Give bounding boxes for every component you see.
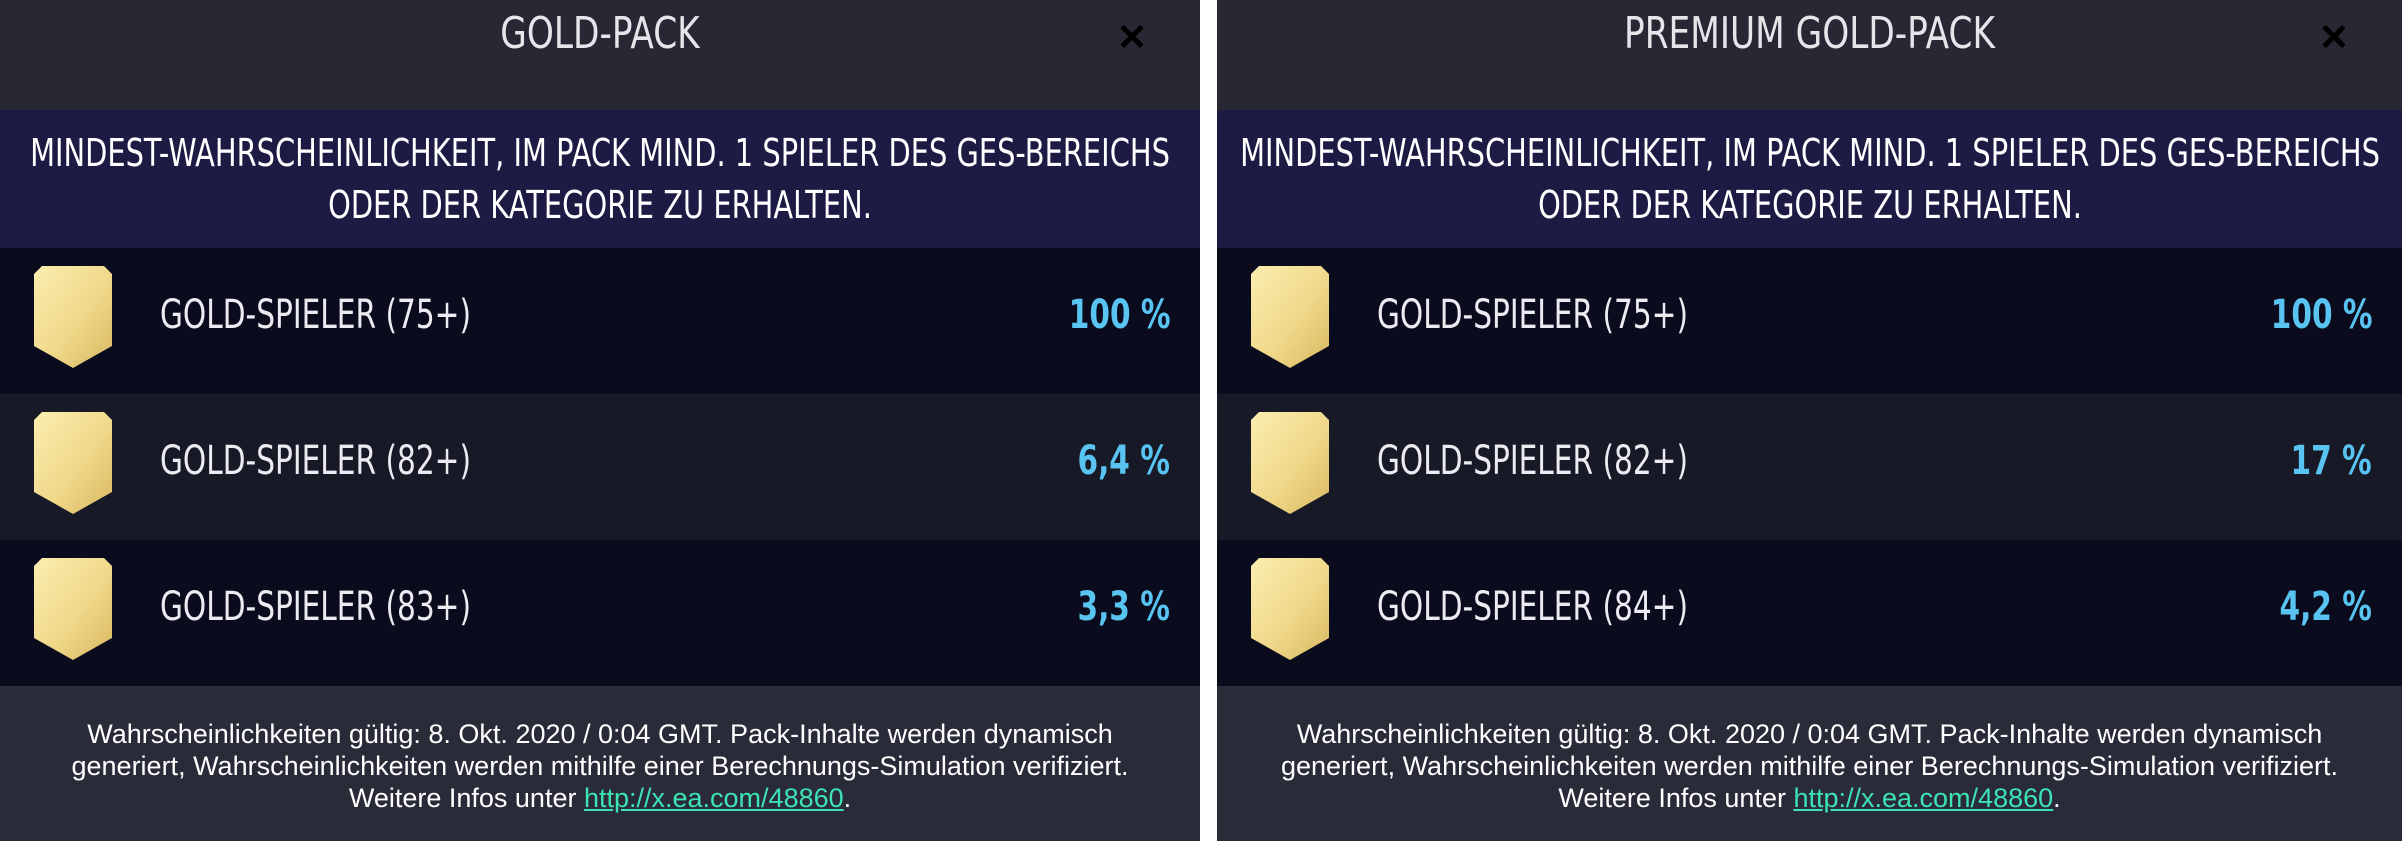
row-label: GOLD-SPIELER (82+) — [1377, 438, 1689, 484]
disclaimer-line: Wahrscheinlichkeiten gültig: 8. Okt. 202… — [87, 719, 1113, 749]
more-info-label: Weitere Infos unter — [1558, 783, 1794, 813]
gold-shield-icon — [1251, 558, 1329, 660]
disclaimer-line: generiert, Wahrscheinlichkeiten werden m… — [71, 751, 1129, 781]
row-label: GOLD-SPIELER (84+) — [1377, 584, 1689, 630]
panel-title: PREMIUM GOLD-PACK — [1624, 8, 1995, 59]
pack-odds-panel-premium-gold: PREMIUM GOLD-PACK MINDEST-WAHRSCHEINLICH… — [1217, 0, 2402, 841]
row-probability: 100 % — [1068, 292, 1170, 338]
gold-shield-icon — [1251, 266, 1329, 368]
disclaimer-text: Wahrscheinlichkeiten gültig: 8. Okt. 202… — [0, 718, 1200, 814]
banner-text: MINDEST-WAHRSCHEINLICHKEIT, IM PACK MIND… — [30, 131, 1170, 227]
odds-row: GOLD-SPIELER (75+) 100 % — [1217, 248, 2402, 394]
gold-shield-icon — [34, 558, 112, 660]
disclaimer-text: Wahrscheinlichkeiten gültig: 8. Okt. 202… — [1217, 718, 2402, 814]
close-icon[interactable] — [1111, 14, 1155, 58]
odds-banner: MINDEST-WAHRSCHEINLICHKEIT, IM PACK MIND… — [1217, 110, 2402, 248]
more-info-period: . — [2053, 783, 2061, 813]
row-label: GOLD-SPIELER (75+) — [160, 292, 472, 338]
disclaimer-line: generiert, Wahrscheinlichkeiten werden m… — [1281, 751, 2338, 781]
row-probability: 3,3 % — [1077, 584, 1170, 630]
more-info-link[interactable]: http://x.ea.com/48860 — [1793, 783, 2054, 813]
gold-shield-icon — [1251, 412, 1329, 514]
disclaimer-line: Wahrscheinlichkeiten gültig: 8. Okt. 202… — [1296, 719, 2323, 749]
row-label: GOLD-SPIELER (83+) — [160, 584, 472, 630]
odds-row: GOLD-SPIELER (84+) 4,2 % — [1217, 540, 2402, 686]
row-label: GOLD-SPIELER (75+) — [1377, 292, 1689, 338]
panel-header: GOLD-PACK — [0, 0, 1200, 110]
close-icon[interactable] — [2313, 14, 2357, 58]
more-info-link[interactable]: http://x.ea.com/48860 — [583, 783, 844, 813]
gold-shield-icon — [34, 266, 112, 368]
more-info-period: . — [843, 783, 852, 813]
odds-row: GOLD-SPIELER (82+) 6,4 % — [0, 394, 1200, 540]
banner-text: MINDEST-WAHRSCHEINLICHKEIT, IM PACK MIND… — [1239, 131, 2380, 227]
odds-banner: MINDEST-WAHRSCHEINLICHKEIT, IM PACK MIND… — [0, 110, 1200, 248]
disclaimer-footer: Wahrscheinlichkeiten gültig: 8. Okt. 202… — [1217, 686, 2402, 841]
disclaimer-footer: Wahrscheinlichkeiten gültig: 8. Okt. 202… — [0, 686, 1200, 841]
odds-row: GOLD-SPIELER (83+) 3,3 % — [0, 540, 1200, 686]
row-probability: 4,2 % — [2279, 584, 2372, 630]
row-probability: 17 % — [2290, 438, 2372, 484]
panel-header: PREMIUM GOLD-PACK — [1217, 0, 2402, 110]
row-label: GOLD-SPIELER (82+) — [160, 438, 472, 484]
panel-title: GOLD-PACK — [500, 8, 700, 59]
odds-row: GOLD-SPIELER (75+) 100 % — [0, 248, 1200, 394]
row-probability: 100 % — [2270, 292, 2372, 338]
odds-row: GOLD-SPIELER (82+) 17 % — [1217, 394, 2402, 540]
disclaimer-line: Weitere Infos unter http://x.ea.com/4886… — [0, 782, 1200, 814]
gold-shield-icon — [34, 412, 112, 514]
pack-odds-panel-gold: GOLD-PACK MINDEST-WAHRSCHEINLICHKEIT, IM… — [0, 0, 1200, 841]
more-info-label: Weitere Infos unter — [348, 783, 584, 813]
row-probability: 6,4 % — [1077, 438, 1170, 484]
disclaimer-line: Weitere Infos unter http://x.ea.com/4886… — [1217, 782, 2402, 814]
